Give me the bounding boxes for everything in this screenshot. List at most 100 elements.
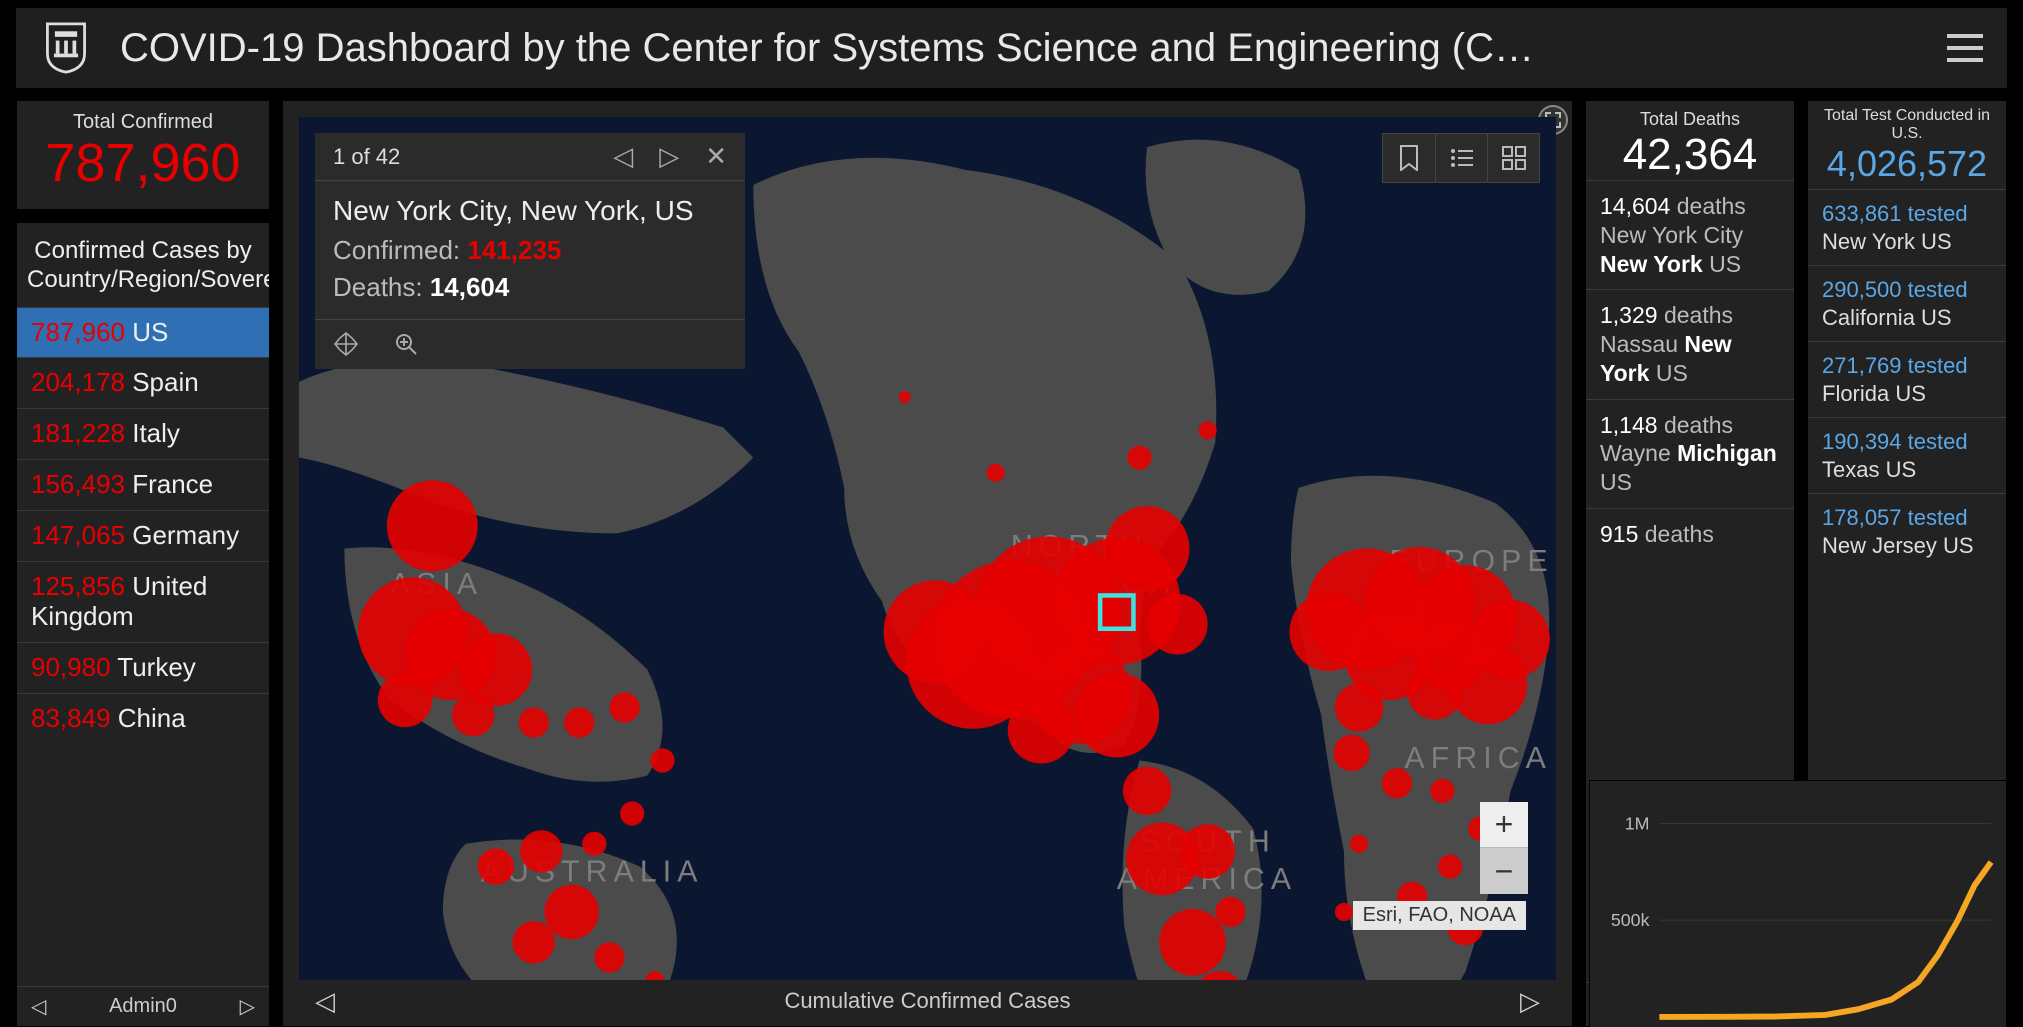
country-row[interactable]: 147,065 Germany (17, 510, 269, 561)
case-hotspot[interactable] (1438, 854, 1462, 878)
country-row[interactable]: 125,856 United Kingdom (17, 561, 269, 642)
total-deaths-label: Total Deaths (1590, 109, 1790, 130)
country-count: 204,178 (31, 367, 125, 397)
menu-icon[interactable] (1947, 34, 1983, 62)
country-row[interactable]: 787,960 US (17, 307, 269, 358)
zoom-out-button[interactable]: − (1480, 848, 1528, 894)
test-row[interactable]: 178,057 testedNew Jersey US (1808, 493, 2006, 569)
case-hotspot[interactable] (1159, 909, 1226, 976)
confirmed-by-country-panel: Confirmed Cases by Country/Region/Sovere… (16, 222, 270, 1027)
pan-icon[interactable] (333, 331, 359, 357)
country-row[interactable]: 83,849 China (17, 693, 269, 744)
death-row[interactable]: 1,329 deathsNassau New York US (1586, 289, 1794, 398)
case-hotspot[interactable] (1074, 673, 1159, 758)
popup-confirmed-label: Confirmed: (333, 235, 467, 265)
death-location: Wayne Michigan US (1600, 440, 1777, 495)
test-count: 633,861 (1822, 201, 1902, 226)
case-hotspot[interactable] (1215, 897, 1245, 927)
case-hotspot[interactable] (378, 673, 433, 728)
total-deaths-value: 42,364 (1590, 130, 1790, 180)
test-row[interactable]: 271,769 testedFlorida US (1808, 341, 2006, 417)
case-hotspot[interactable] (1289, 592, 1368, 671)
map-canvas[interactable]: ASIANORTHAMERICAEUROPEAFRICASOUTHAMERICA… (299, 117, 1556, 980)
test-row[interactable]: 633,861 testedNew York US (1808, 189, 2006, 265)
case-hotspot[interactable] (478, 848, 514, 884)
death-row[interactable]: 915 deaths (1586, 508, 1794, 560)
case-hotspot[interactable] (1127, 446, 1151, 470)
death-row[interactable]: 14,604 deathsNew York City New York US (1586, 180, 1794, 289)
test-unit: tested (1908, 201, 1968, 226)
test-count: 178,057 (1822, 505, 1902, 530)
test-count: 271,769 (1822, 353, 1902, 378)
case-hotspot[interactable] (1105, 506, 1190, 591)
zoom-in-button[interactable]: + (1480, 802, 1528, 848)
case-hotspot[interactable] (609, 692, 639, 722)
test-row[interactable]: 290,500 testedCalifornia US (1808, 265, 2006, 341)
chart-ytick-label: 500k (1611, 910, 1650, 930)
confirmed-tab-next-icon[interactable]: ▷ (240, 994, 255, 1019)
case-hotspot[interactable] (520, 830, 562, 872)
country-count: 83,849 (31, 703, 111, 733)
map-toolbar (1382, 133, 1540, 183)
case-hotspot[interactable] (544, 885, 599, 940)
map-panel: ASIANORTHAMERICAEUROPEAFRICASOUTHAMERICA… (282, 100, 1573, 1027)
popup-close-icon[interactable]: ✕ (705, 141, 727, 172)
legend-icon[interactable] (1435, 134, 1487, 182)
confirmed-tab-prev-icon[interactable]: ◁ (31, 994, 46, 1019)
case-hotspot[interactable] (650, 748, 674, 772)
page-title: COVID-19 Dashboard by the Center for Sys… (120, 26, 1919, 71)
case-hotspot[interactable] (1008, 697, 1075, 764)
country-row[interactable]: 90,980 Turkey (17, 642, 269, 693)
country-row[interactable]: 156,493 France (17, 459, 269, 510)
bookmark-icon[interactable] (1383, 134, 1435, 182)
case-hotspot[interactable] (594, 942, 624, 972)
case-hotspot[interactable] (1199, 421, 1217, 439)
case-hotspot[interactable] (1147, 594, 1208, 655)
case-hotspot[interactable] (582, 832, 606, 856)
map-tab-next-icon[interactable]: ▷ (1520, 986, 1540, 1017)
map-tab-prev-icon[interactable]: ◁ (315, 986, 335, 1017)
map-attribution: Esri, FAO, NOAA (1353, 901, 1526, 930)
zoom-to-icon[interactable] (393, 331, 419, 357)
confirmed-tab-label[interactable]: Admin0 (109, 995, 177, 1018)
country-name: France (132, 469, 213, 499)
popup-position: 1 of 42 (333, 144, 400, 170)
confirmed-list-heading: Confirmed Cases by Country/Region/Sovere… (17, 223, 269, 307)
case-hotspot[interactable] (987, 464, 1005, 482)
death-row[interactable]: 1,148 deathsWayne Michigan US (1586, 399, 1794, 508)
country-row[interactable]: 181,228 Italy (17, 408, 269, 459)
basemap-icon[interactable] (1487, 134, 1539, 182)
case-hotspot[interactable] (884, 580, 987, 683)
case-hotspot[interactable] (1350, 835, 1368, 853)
case-hotspot[interactable] (387, 480, 478, 571)
country-name: Turkey (117, 652, 196, 682)
popup-next-icon[interactable]: ▷ (659, 141, 679, 172)
case-hotspot[interactable] (519, 708, 549, 738)
country-count: 90,980 (31, 652, 111, 682)
case-hotspot[interactable] (1335, 903, 1353, 921)
test-row[interactable]: 190,394 testedTexas US (1808, 417, 2006, 493)
country-row[interactable]: 204,178 Spain (17, 357, 269, 408)
case-hotspot[interactable] (1408, 665, 1463, 720)
case-hotspot[interactable] (1180, 824, 1235, 879)
popup-prev-icon[interactable]: ◁ (613, 141, 633, 172)
case-hotspot[interactable] (1382, 768, 1412, 798)
case-hotspot[interactable] (899, 391, 911, 403)
header-bar: COVID-19 Dashboard by the Center for Sys… (16, 8, 2007, 88)
country-name: Spain (132, 367, 199, 397)
case-hotspot[interactable] (564, 708, 594, 738)
zoom-controls: + − (1480, 802, 1528, 894)
confirmed-list-tabs: ◁ Admin0 ▷ (17, 986, 269, 1026)
cumulative-chart-panel: 1M500k (1589, 780, 2007, 1027)
case-hotspot[interactable] (620, 801, 644, 825)
test-location: California US (1822, 305, 1952, 330)
case-hotspot[interactable] (513, 921, 555, 963)
case-hotspot[interactable] (1333, 735, 1369, 771)
case-hotspot[interactable] (1335, 683, 1383, 731)
case-hotspot[interactable] (452, 694, 494, 736)
map-tab-label[interactable]: Cumulative Confirmed Cases (784, 988, 1070, 1014)
death-unit: deaths (1664, 412, 1733, 438)
case-hotspot[interactable] (1123, 767, 1171, 815)
test-count: 290,500 (1822, 277, 1902, 302)
case-hotspot[interactable] (1430, 779, 1454, 803)
